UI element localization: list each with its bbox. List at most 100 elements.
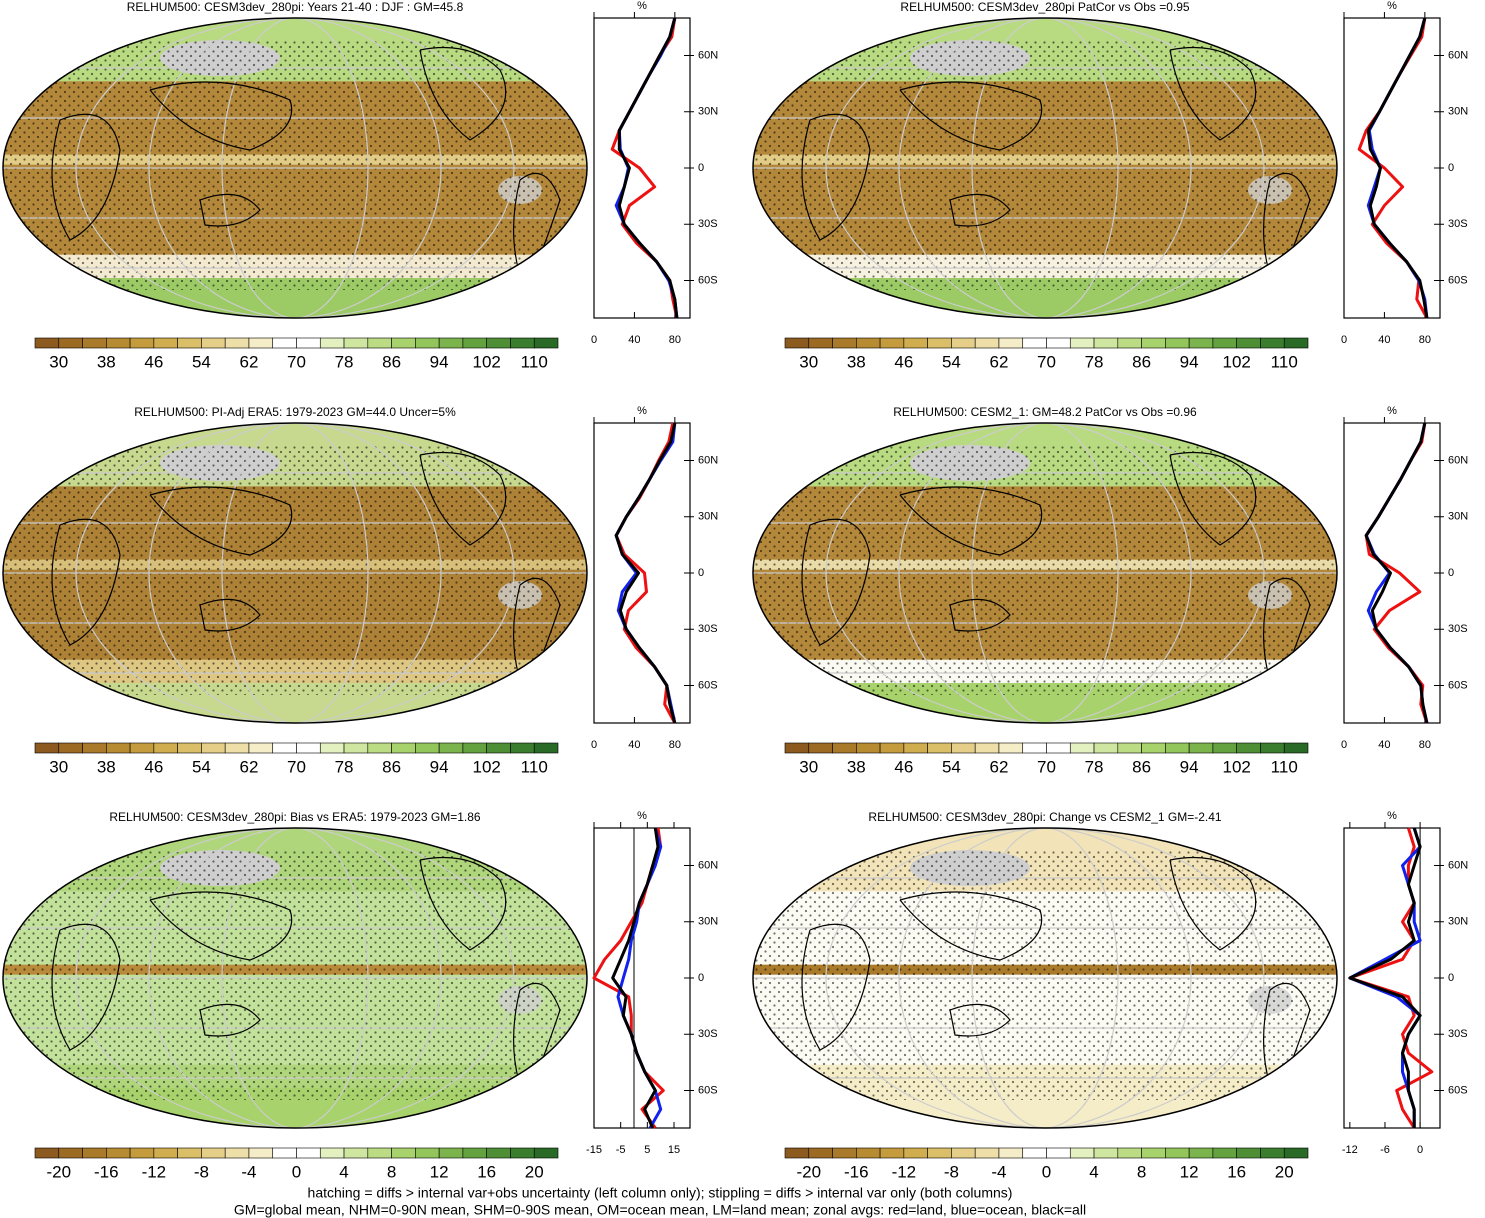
colorbar-box [34,337,60,349]
graticule [221,423,369,723]
colorbar-label: -12 [892,1162,917,1181]
profile-title: % [637,405,647,417]
colorbar-label: 38 [847,757,866,776]
colorbar-label: 102 [1222,757,1250,776]
colorbar-box [415,1147,440,1159]
colorbar-label: 70 [287,757,306,776]
zonal-line [1348,827,1434,1129]
colorbar-box [296,337,321,349]
map-outline [2,422,588,724]
colorbar-box [177,742,202,754]
colorbar-box [129,1147,155,1159]
colorbar-box [343,742,369,754]
colorbar-box [974,742,1000,754]
colorbar-box [927,742,952,754]
zonal-line [1357,17,1429,319]
colorbar-label: 70 [287,352,306,371]
colorbar-box [486,337,511,349]
x-tick-label: -6 [1380,1144,1390,1156]
y-tick-label: 30S [1448,623,1468,635]
colorbar-label: 46 [144,352,163,371]
graticule [148,423,442,723]
colorbar-label: 54 [192,757,211,776]
y-tick-label: 30N [698,916,718,928]
y-tick-label: 30N [698,106,718,118]
colorbar-box [462,1147,487,1159]
colorbar-box [1093,337,1119,349]
colorbar-box [391,1147,416,1159]
colorbar-box [951,742,976,754]
colorbar-box [1165,742,1190,754]
profile-title: % [1387,405,1397,417]
colorbar-box [951,337,976,349]
colorbar-label: 94 [1180,352,1199,371]
colorbar-box [82,337,107,349]
x-tick-label: 0 [1417,1144,1423,1156]
y-tick-label: 30S [698,623,718,635]
colorbar-label: 30 [799,757,818,776]
colorbar-box [832,1147,857,1159]
panel-title: RELHUM500: PI-Adj ERA5: 1979-2023 GM=44.… [134,405,456,419]
colorbar-box [1069,1147,1095,1159]
map-outline [752,17,1338,319]
y-tick-label: 0 [698,567,704,579]
graticule [971,828,1119,1128]
stippling [3,850,587,1100]
y-tick-label: 0 [698,972,704,984]
profile-frame [593,422,691,724]
colorbar-box [296,742,321,754]
colorbar-box [903,337,928,349]
colorbar-label: -16 [844,1162,869,1181]
graticule [825,828,1265,1128]
colorbar-label: 30 [49,352,68,371]
colorbar-label: 102 [472,757,500,776]
colorbar-box [177,1147,202,1159]
colorbar-box [367,742,392,754]
map [3,828,587,1128]
colorbar-box [1188,742,1214,754]
colorbar-label: 16 [477,1162,496,1181]
colorbar-label: 86 [1132,352,1151,371]
colorbar-box [1260,1147,1285,1159]
x-tick-label: 0 [1341,334,1347,346]
colorbar-label: 110 [1271,352,1298,371]
colorbar-label: -8 [194,1162,209,1181]
graticule [75,423,515,723]
colorbar-box [533,742,559,754]
stippling [753,40,1337,290]
colorbar-box [82,1147,107,1159]
colorbar-box [462,337,487,349]
colorbar-box [879,337,905,349]
x-tick-label: 0 [591,334,597,346]
colorbar-box [927,1147,952,1159]
y-tick-label: 0 [1448,162,1454,174]
x-tick-label: 5 [644,1144,650,1156]
colorbar-box [224,1147,250,1159]
graticule [148,828,442,1128]
graticule [971,18,1119,318]
colorbar-box [106,742,131,754]
y-tick-label: 60N [698,859,718,871]
colorbar-box [784,337,810,349]
profile-title: % [637,810,647,822]
x-tick-label: 80 [669,334,681,346]
x-tick-label: 80 [669,739,681,751]
x-tick-label: -5 [616,1144,626,1156]
map-outline [752,827,1338,1129]
colorbar-label: 54 [942,757,961,776]
stippling [753,445,1337,695]
x-tick-label: -15 [586,1144,602,1156]
colorbar-box [1188,337,1214,349]
colorbar-box [391,337,416,349]
x-tick-label: 15 [668,1144,680,1156]
y-tick-label: 30N [698,511,718,523]
x-tick-label: 40 [1378,334,1390,346]
y-tick-label: 30S [1448,1028,1468,1040]
colorbar-label: 12 [1180,1162,1199,1181]
colorbar-box [808,1147,833,1159]
stippling [3,40,587,290]
colorbar-box [201,742,226,754]
colorbar-box [808,337,833,349]
x-tick-label: 0 [591,739,597,751]
y-tick-label: 30S [698,218,718,230]
